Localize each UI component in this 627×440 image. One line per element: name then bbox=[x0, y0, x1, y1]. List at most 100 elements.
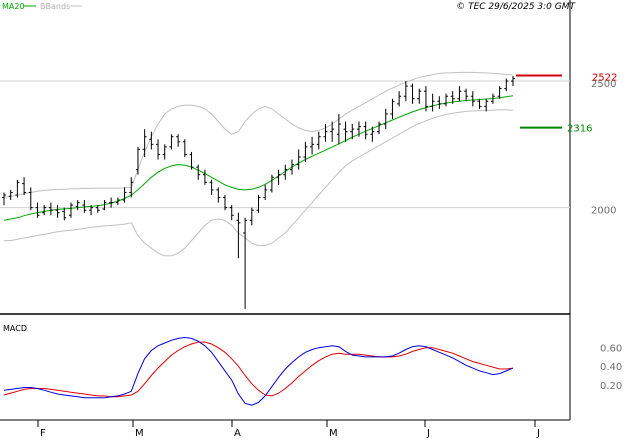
ohlc-bar bbox=[263, 184, 268, 201]
signal-line bbox=[3, 341, 514, 398]
bb-lower-line bbox=[4, 109, 514, 257]
price-tick-label: 2500 bbox=[591, 79, 616, 90]
ohlc-bar bbox=[336, 113, 341, 145]
ohlc-bar bbox=[176, 134, 181, 147]
ohlc-bar bbox=[196, 164, 201, 180]
price-bars bbox=[2, 75, 515, 309]
ohlc-bar bbox=[490, 93, 495, 104]
price-tick-label: 2000 bbox=[591, 206, 616, 217]
ohlc-bar bbox=[457, 86, 462, 102]
month-label: M bbox=[329, 428, 338, 439]
ohlc-bar bbox=[303, 141, 308, 163]
ohlc-bar bbox=[75, 200, 80, 211]
ohlc-bar bbox=[142, 129, 147, 157]
ohlc-bar bbox=[223, 194, 228, 211]
support-label: 2316 bbox=[567, 124, 592, 135]
ohlc-bar bbox=[62, 207, 67, 221]
ohlc-bar bbox=[149, 131, 154, 150]
bb-upper-line bbox=[3, 71, 514, 198]
ma20-polyline bbox=[3, 95, 514, 221]
ohlc-bar bbox=[276, 169, 281, 185]
ohlc-bar bbox=[243, 217, 248, 309]
ohlc-bar bbox=[269, 174, 274, 193]
ohlc-bar bbox=[129, 177, 134, 198]
price-gridlines bbox=[0, 80, 570, 209]
ohlc-bar bbox=[48, 202, 53, 216]
ohlc-bar bbox=[135, 146, 140, 175]
ohlc-bar bbox=[423, 86, 428, 112]
ohlc-bar bbox=[450, 91, 455, 104]
ohlc-bar bbox=[316, 131, 321, 150]
ohlc-bar bbox=[410, 83, 415, 104]
ohlc-bar bbox=[202, 169, 207, 185]
ohlc-bar bbox=[511, 75, 515, 87]
macd-line bbox=[3, 336, 514, 406]
ohlc-bar bbox=[169, 134, 174, 150]
ohlc-bar bbox=[236, 212, 241, 259]
ohlc-bar bbox=[22, 177, 27, 195]
ohlc-bar bbox=[15, 179, 20, 198]
ohlc-bar bbox=[417, 88, 422, 104]
ohlc-bar bbox=[370, 126, 375, 142]
ohlc-bar bbox=[249, 207, 254, 226]
ohlc-bar bbox=[363, 121, 368, 140]
ohlc-bar bbox=[89, 205, 94, 216]
ma20-line bbox=[3, 95, 514, 221]
ohlc-bar bbox=[156, 139, 161, 160]
month-label: J bbox=[426, 428, 430, 439]
ohlc-bar bbox=[330, 121, 335, 142]
ohlc-bar bbox=[28, 187, 33, 211]
ohlc-bar bbox=[310, 136, 315, 155]
month-label: M bbox=[135, 428, 144, 439]
ma-legend: MA20 bbox=[2, 2, 25, 11]
bbands-legend: BBands bbox=[40, 2, 70, 11]
ohlc-bar bbox=[102, 200, 107, 211]
copyright: © TEC 29/6/2025 3:0 GMT bbox=[456, 2, 576, 12]
ohlc-bar bbox=[477, 98, 482, 109]
macd-tick-label: 0.20 bbox=[600, 381, 622, 392]
month-label: F bbox=[40, 428, 46, 439]
ohlc-bar bbox=[444, 93, 449, 107]
macd-axis-labels: 0.20 0.40 0.60 bbox=[600, 344, 622, 392]
ohlc-bar bbox=[8, 189, 13, 201]
ohlc-bar bbox=[289, 159, 294, 175]
ohlc-bar bbox=[216, 187, 221, 203]
ohlc-bar bbox=[356, 121, 361, 137]
ohlc-bar bbox=[343, 121, 348, 142]
resistance-label: 2522 bbox=[592, 72, 617, 83]
ohlc-bar bbox=[109, 197, 114, 208]
ohlc-bar bbox=[256, 194, 261, 213]
price-axis-labels: 2000 2500 bbox=[591, 79, 616, 217]
ohlc-bar bbox=[484, 98, 489, 112]
ohlc-bar bbox=[95, 205, 100, 213]
ohlc-bar bbox=[42, 205, 47, 216]
ohlc-bar bbox=[182, 139, 187, 157]
ohlc-bar bbox=[162, 144, 167, 160]
ohlc-bar bbox=[464, 88, 469, 102]
macd-lines bbox=[3, 336, 514, 406]
ohlc-bar bbox=[115, 197, 120, 206]
ohlc-bar bbox=[437, 96, 442, 109]
ohlc-bar bbox=[377, 121, 382, 135]
bollinger-bands bbox=[3, 71, 514, 257]
ohlc-bar bbox=[390, 98, 395, 120]
month-label: J bbox=[536, 428, 540, 439]
ohlc-bar bbox=[283, 164, 288, 180]
month-label: A bbox=[234, 428, 241, 439]
macd-title: MACD bbox=[3, 324, 27, 333]
ohlc-bar bbox=[397, 91, 402, 107]
ohlc-bar bbox=[229, 205, 234, 221]
price-levels: 2522 2316 bbox=[516, 72, 617, 135]
ohlc-bar bbox=[470, 91, 475, 107]
ohlc-bar bbox=[350, 124, 355, 140]
ohlc-bar bbox=[122, 187, 127, 203]
ohlc-bar bbox=[504, 78, 509, 92]
ohlc-bar bbox=[296, 149, 301, 170]
ohlc-bar bbox=[403, 81, 408, 102]
ohlc-bar bbox=[68, 202, 73, 218]
ohlc-bar bbox=[189, 151, 194, 170]
ohlc-bar bbox=[430, 93, 435, 112]
ohlc-bar bbox=[209, 179, 214, 195]
